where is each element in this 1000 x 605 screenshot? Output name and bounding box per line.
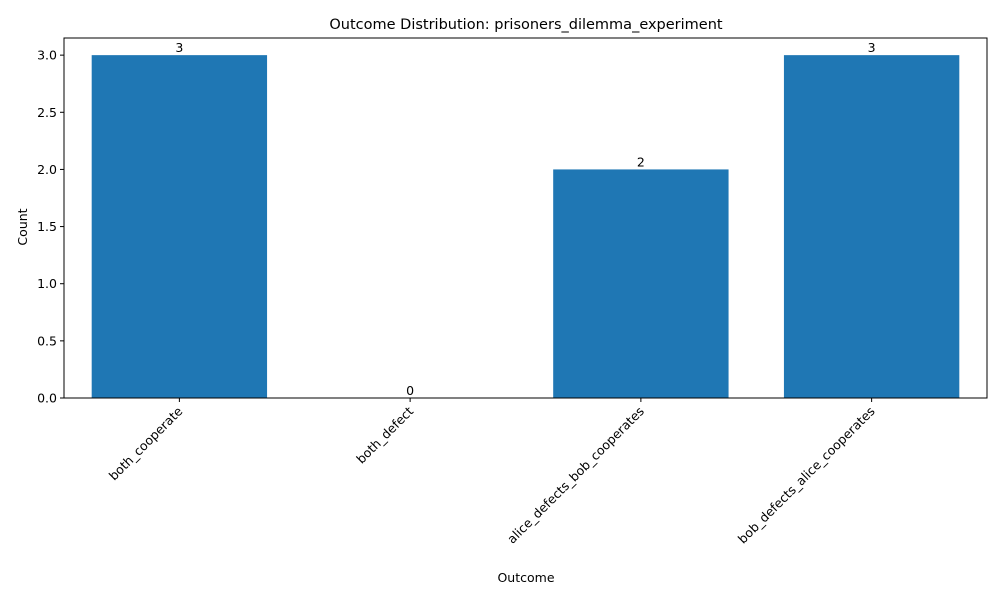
y-axis-label: Count — [15, 208, 30, 245]
x-tick-label-bob_defects_alice_cooperates: bob_defects_alice_cooperates — [735, 404, 878, 547]
data-label-both_defect: 0 — [406, 383, 414, 398]
x-axis: both_cooperate both_defect alice_defects_b… — [106, 398, 878, 546]
data-labels-layer: 3 0 2 3 — [175, 40, 875, 398]
x-tick-label-both_cooperate: both_cooperate — [106, 403, 186, 483]
x-axis-label: Outcome — [497, 570, 554, 585]
y-tick-label: 1.5 — [37, 219, 57, 234]
y-tick-label: 0.0 — [37, 391, 57, 406]
plot-frame — [63, 37, 988, 399]
x-tick-label-alice_defects_bob_cooperates: alice_defects_bob_cooperates — [504, 404, 647, 547]
data-label-alice_defects_bob_cooperates: 2 — [637, 154, 645, 169]
data-label-bob_defects_alice_cooperates: 3 — [868, 40, 876, 55]
y-tick-label: 2.5 — [37, 105, 57, 120]
chart-title: Outcome Distribution: prisoners_dilemma_… — [329, 17, 723, 33]
bar-both_cooperate — [91, 55, 268, 399]
x-tick-label-both_defect: both_defect — [353, 403, 416, 466]
y-tick-label: 3.0 — [37, 48, 57, 63]
y-axis: 0.0 0.5 1.0 1.5 2.0 2.5 3.0 — [37, 48, 64, 406]
bars-layer — [91, 55, 960, 399]
data-label-both_cooperate: 3 — [175, 40, 183, 55]
y-tick-label: 1.0 — [37, 276, 57, 291]
bar-alice_defects_bob_cooperates — [553, 169, 729, 398]
bar-bob_defects_alice_cooperates — [783, 55, 960, 399]
y-tick-label: 2.0 — [37, 162, 57, 177]
y-tick-label: 0.5 — [37, 333, 57, 348]
